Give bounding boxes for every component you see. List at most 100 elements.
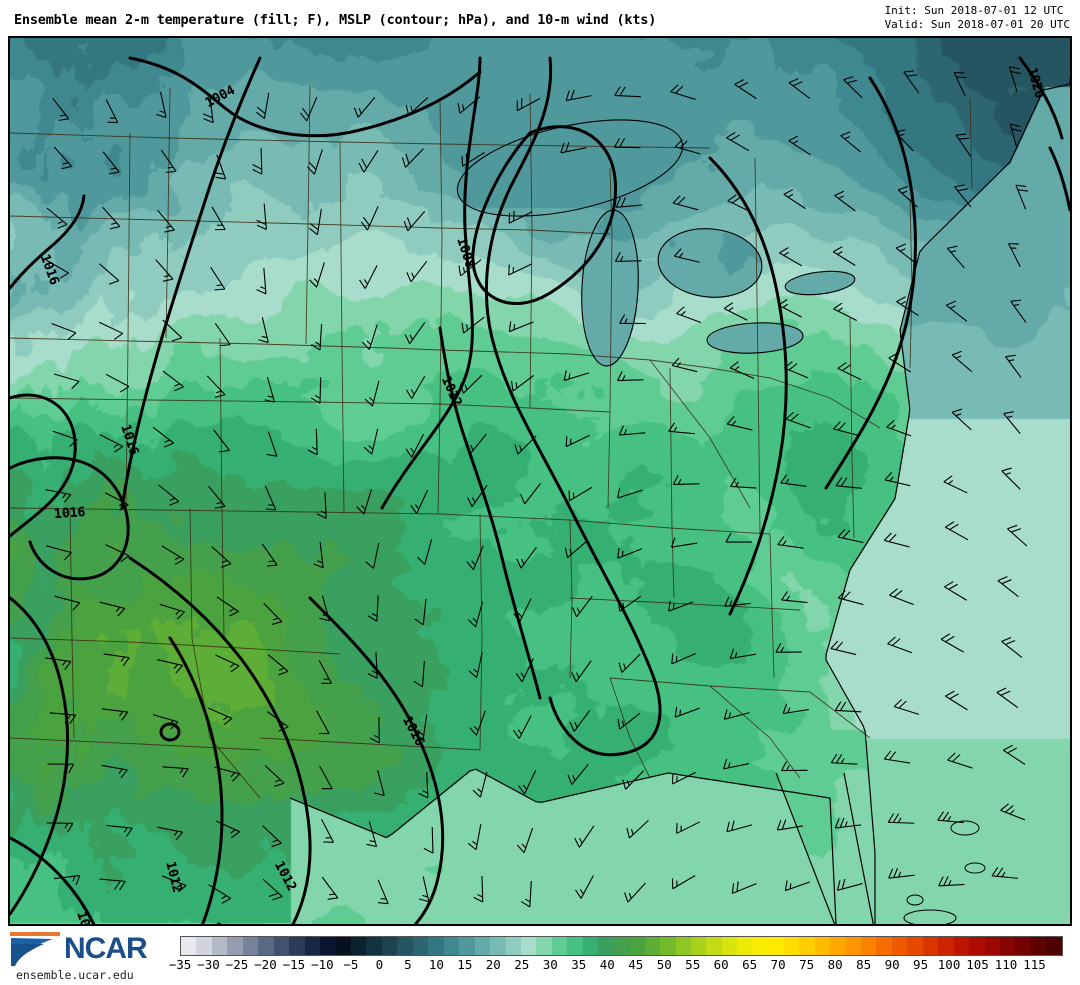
mslp-isobar [1050,148,1070,210]
wind-barb [311,377,321,403]
wind-barb [781,475,807,487]
wind-barb [789,79,810,99]
colorbar-band-50 [954,937,969,955]
wind-barb [564,370,589,380]
state-boundary [166,88,170,338]
wind-barb [894,700,919,715]
wind-barb [102,765,128,778]
wind-barb [783,704,809,714]
wind-barb [789,136,811,155]
wind-barb [954,72,966,95]
wind-barb [402,149,423,168]
wind-barb [1002,468,1020,489]
colorbar-band-25 [567,937,582,955]
state-boundary [10,338,440,350]
wind-barb-layer [45,67,1028,907]
wind-barb [45,490,71,503]
wind-barb [162,767,188,778]
state-boundary [70,508,74,738]
great-lake-outline-4 [784,268,856,298]
init-time-label: Init: Sun 2018-07-01 12 UTC [885,4,1070,18]
wind-barb [414,661,425,687]
colorbar[interactable]: −35 −30 −25 −20 −15 −10 −5 0 5 10 15 20 25 30 35 40 45 50… [0,928,1080,985]
wind-barb [160,604,185,619]
mslp-isobar [310,598,443,924]
wind-barb [406,434,424,457]
wind-barb [837,879,862,890]
wind-barb [368,595,378,621]
wind-barb [944,582,966,601]
valid-time-stamp: Init: Sun 2018-07-01 12 UTC Valid: Sun 2… [885,4,1070,32]
wind-barb [102,709,128,721]
wind-barb [561,142,586,153]
wind-barb [618,488,643,498]
wind-barb [777,820,803,830]
wind-barb [258,317,268,342]
wind-barb [569,487,592,500]
wind-barb [106,374,129,392]
colorbar-tick--5: −5 [343,957,358,972]
wind-barb [669,423,695,434]
wind-barb [404,211,425,231]
wind-barb [466,434,486,454]
colorbar-tick-90: 90 [885,957,900,972]
wind-barb [1009,67,1021,92]
colorbar-band-12 [366,937,381,955]
colorbar-tick-50: 50 [657,957,672,972]
colorbar-band-38 [768,937,783,955]
wind-barb [944,476,967,493]
wind-barb [320,766,333,789]
wind-barb [217,597,239,616]
state-boundary [770,534,774,678]
wind-barb [618,371,644,380]
wind-barb [786,412,810,428]
wind-barb [307,149,322,174]
state-boundary [610,678,810,692]
wind-barb [672,538,698,548]
wind-barb [672,876,695,889]
wind-barb [1004,412,1021,434]
wind-barb [568,764,588,784]
wind-barb [834,191,855,211]
wind-barb [153,715,178,729]
wind-barb [945,522,968,540]
mslp-isobar [710,158,786,614]
wind-barb [212,547,232,568]
colorbar-band-0 [181,937,196,955]
great-lake-outline-0 [449,102,692,234]
wind-barb [785,880,809,890]
wind-barb [215,655,239,672]
wind-barb [831,641,856,655]
wind-barb [627,820,649,838]
weather-map[interactable]: 1004 1004 1008 1008 1012 1012 1016 1016 1016 1016… [8,36,1072,926]
wind-barb [156,92,166,117]
wind-barb [99,879,125,890]
contour-label: 1004 [203,83,238,111]
wind-barb [904,71,919,93]
wind-barb [317,492,326,518]
wind-barb [672,653,696,663]
mslp-isobar [130,58,480,136]
wind-barb [314,542,324,568]
wind-barb [946,301,966,321]
gulf-coastline [290,769,836,924]
state-boundary [670,368,674,598]
wind-barb [726,132,749,150]
wind-barb [208,708,232,725]
state-boundary [440,144,710,148]
wind-barb [52,324,76,340]
wind-barb [48,764,74,773]
colorbar-tick-25: 25 [514,957,529,972]
colorbar-band-8 [305,937,320,955]
colorbar-tick--15: −15 [283,957,306,972]
colorbar-band-28 [614,937,629,955]
wind-barb [898,186,917,207]
wind-barb [833,247,855,266]
colorbar-tick-labels: −35 −30 −25 −20 −15 −10 −5 0 5 10 15 20 25 30 35 40 45 50… [0,957,1080,979]
wind-barb [945,691,967,710]
colorbar-band-29 [629,937,644,955]
colorbar-tick-95: 95 [913,957,928,972]
wind-barb [673,196,698,210]
wind-barb [216,821,240,838]
valid-time-label: Valid: Sun 2018-07-01 20 UTC [885,18,1070,32]
